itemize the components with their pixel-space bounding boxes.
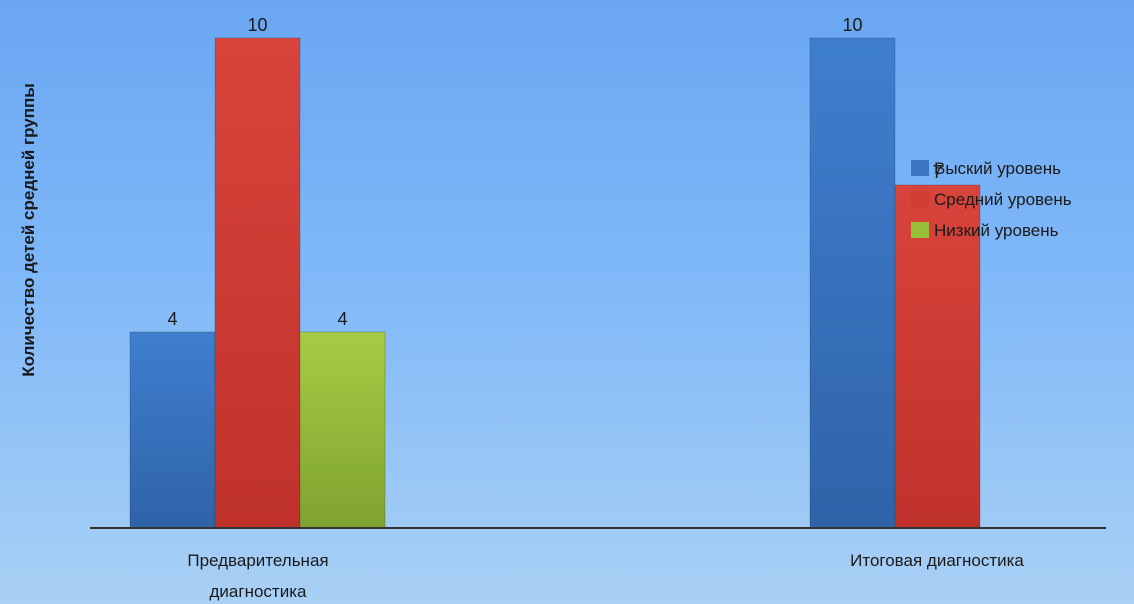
legend-label-1: Средний уровень — [934, 190, 1072, 209]
data-label-s1-c0: 10 — [247, 15, 267, 35]
legend-label-2: Низкий уровень — [934, 221, 1059, 240]
legend: Выский уровень Средний уровень Низкий уров… — [911, 159, 1072, 240]
data-label-s2-c0: 4 — [337, 309, 347, 329]
legend-swatch-0 — [911, 160, 929, 176]
legend-swatch-2 — [911, 222, 929, 238]
bar-s1-c0 — [214, 37, 301, 529]
x-tick-label-0-line1: диагностика — [210, 582, 308, 601]
data-label-s0-c0: 4 — [167, 309, 177, 329]
bar-s2-c0 — [299, 331, 386, 529]
x-tick-label-0-line0: Предварительная — [187, 551, 328, 570]
legend-swatch-1 — [911, 191, 929, 207]
data-label-s1-c1: 7 — [932, 162, 942, 182]
bar-s0-c0 — [129, 331, 216, 529]
data-label-s0-c1: 10 — [842, 15, 862, 35]
y-axis-label: Количество детей средней группы — [19, 83, 38, 377]
bar-s0-c1 — [809, 37, 896, 529]
x-tick-label-1: Итоговая диагностика — [850, 551, 1024, 570]
legend-label-0: Выский уровень — [934, 159, 1061, 178]
bar-s1-c1 — [894, 184, 981, 529]
